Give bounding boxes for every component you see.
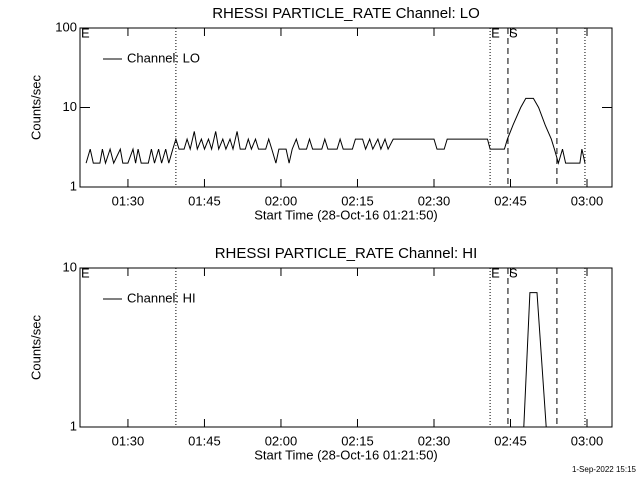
x-tick-label: 02:00	[265, 193, 298, 208]
x-tick-label: 02:15	[341, 433, 374, 448]
chart-title: RHESSI PARTICLE_RATE Channel: LO	[212, 5, 480, 22]
annotation: S	[509, 265, 518, 280]
y-tick-label: 10	[63, 99, 77, 114]
y-tick-label: 1	[70, 178, 77, 193]
x-tick-label: 02:45	[494, 433, 527, 448]
legend-label: Channel: LO	[127, 50, 200, 65]
y-tick-label: 100	[55, 19, 77, 34]
x-axis-label: Start Time (28-Oct-16 01:21:50)	[254, 447, 438, 462]
x-tick-label: 01:45	[188, 433, 221, 448]
x-tick-label: 02:30	[418, 193, 451, 208]
x-tick-label: 02:45	[494, 193, 527, 208]
legend-label: Channel: HI	[127, 290, 196, 305]
annotation: E	[81, 25, 90, 40]
annotation: E	[491, 25, 500, 40]
y-axis-label: Counts/sec	[28, 314, 43, 380]
timestamp: 1-Sep-2022 15:15	[572, 465, 637, 474]
x-tick-label: 02:15	[341, 193, 374, 208]
x-tick-label: 01:30	[112, 433, 145, 448]
x-tick-label: 01:30	[112, 193, 145, 208]
y-axis-label: Counts/sec	[28, 74, 43, 140]
annotation: S	[509, 25, 518, 40]
x-tick-label: 03:00	[571, 433, 604, 448]
y-tick-label: 10	[63, 259, 77, 274]
x-tick-label: 02:30	[418, 433, 451, 448]
data-line	[85, 97, 586, 165]
annotation: E	[491, 265, 500, 280]
chart-title: RHESSI PARTICLE_RATE Channel: HI	[215, 245, 478, 262]
x-tick-label: 01:45	[188, 193, 221, 208]
plot-frame	[79, 267, 613, 428]
data-line	[523, 292, 547, 428]
x-tick-label: 03:00	[571, 193, 604, 208]
x-tick-label: 02:00	[265, 433, 298, 448]
annotation: E	[81, 265, 90, 280]
x-axis-label: Start Time (28-Oct-16 01:21:50)	[254, 207, 438, 222]
y-tick-label: 1	[70, 418, 77, 433]
